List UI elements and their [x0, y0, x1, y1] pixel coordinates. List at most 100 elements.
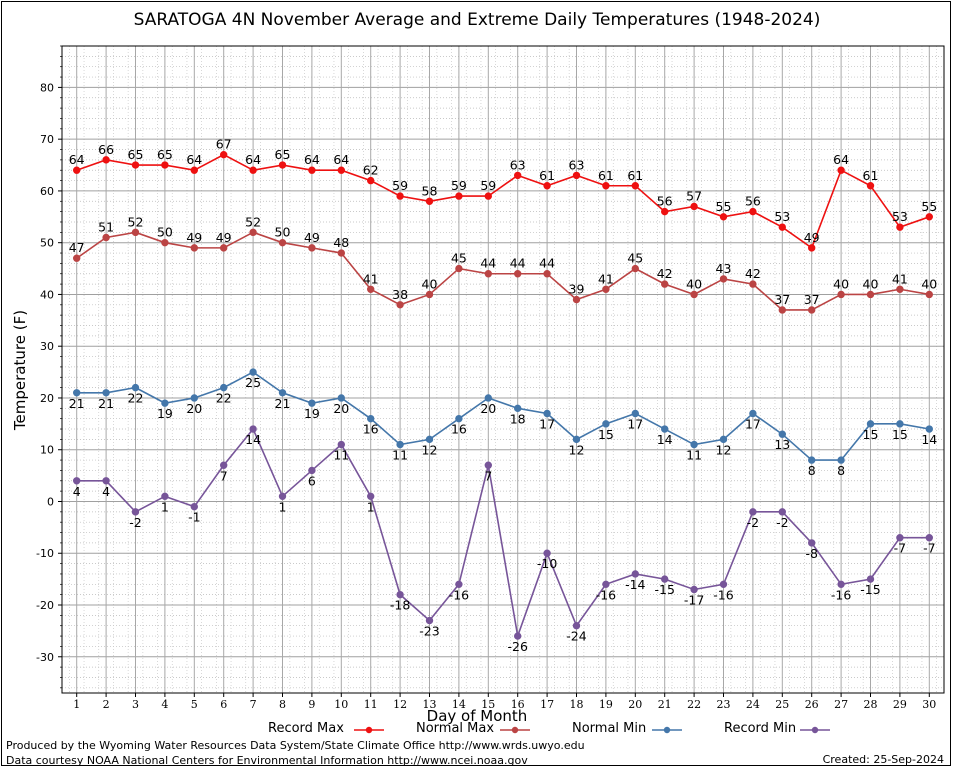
x-tick-label: 5 [191, 698, 198, 711]
data-label: -23 [419, 624, 439, 639]
data-point [190, 166, 199, 174]
data-point [778, 430, 786, 438]
x-tick-label: 23 [717, 698, 731, 711]
data-point [690, 290, 698, 299]
data-label: 55 [716, 199, 732, 214]
data-point [455, 580, 463, 589]
data-label: 65 [157, 147, 173, 162]
data-label: 22 [216, 391, 232, 406]
data-label: 16 [363, 422, 379, 437]
x-tick-label: 29 [893, 698, 907, 711]
data-label: 64 [245, 152, 261, 167]
data-label: 37 [804, 292, 820, 307]
data-label: 40 [686, 276, 702, 291]
data-label: 55 [921, 199, 937, 214]
data-point [808, 456, 816, 464]
footer-courtesy: Data courtesy NOAA National Centers for … [6, 754, 528, 767]
plot-border [61, 45, 945, 694]
data-label: 50 [157, 225, 173, 240]
data-point [661, 280, 669, 288]
data-point [661, 425, 669, 433]
x-tick-label: 18 [570, 698, 584, 711]
data-point [220, 150, 228, 159]
data-point [866, 420, 875, 428]
data-point [778, 223, 786, 231]
data-label: 4 [73, 484, 81, 499]
data-label: 11 [392, 448, 408, 463]
data-point [396, 301, 404, 309]
data-label: 40 [921, 276, 937, 291]
data-point [896, 285, 904, 293]
data-label: 64 [69, 152, 85, 167]
data-label: 41 [598, 271, 614, 286]
data-label: 14 [657, 432, 673, 447]
data-label: 67 [216, 137, 232, 152]
data-label: 59 [451, 178, 467, 193]
data-point [514, 404, 522, 413]
data-label: 56 [657, 194, 673, 209]
data-label: 21 [98, 396, 114, 411]
legend-item: Record Max [268, 721, 418, 741]
data-point [484, 461, 492, 469]
x-tick-label: 4 [161, 698, 168, 711]
data-point [425, 197, 434, 205]
data-point [690, 440, 698, 449]
footer-created: Created: 25-Sep-2024 [822, 753, 944, 766]
chart-legend: Record Max Normal Max Normal Min Record Min [0, 721, 954, 741]
data-point [514, 171, 522, 180]
y-tick-label: 20 [40, 392, 54, 405]
data-point [572, 435, 581, 444]
data-point [778, 306, 786, 314]
legend-swatch [652, 726, 682, 734]
data-label: 40 [863, 276, 879, 291]
y-tick-label: -10 [36, 547, 54, 560]
data-point [220, 461, 228, 469]
x-tick-label: 2 [103, 698, 110, 711]
data-label: 20 [480, 401, 496, 416]
data-label: 4 [102, 484, 110, 499]
data-label: 45 [627, 251, 643, 266]
data-point [425, 435, 434, 444]
x-tick-label: 17 [540, 698, 554, 711]
data-label: 25 [245, 375, 261, 390]
data-label: 56 [745, 194, 761, 209]
y-tick-label: 70 [40, 133, 54, 146]
y-tick-label: 10 [40, 444, 54, 457]
data-label: 61 [539, 168, 555, 183]
legend-item: Normal Max [416, 721, 566, 741]
data-label: 41 [363, 271, 379, 286]
data-point [749, 508, 757, 516]
data-label: 7 [484, 468, 492, 483]
data-label: -18 [390, 598, 410, 613]
data-point [572, 171, 581, 180]
data-label: 51 [98, 220, 114, 235]
data-point [131, 161, 140, 169]
data-label: 64 [833, 152, 849, 167]
data-label: 52 [245, 214, 261, 229]
data-label: 44 [510, 256, 526, 271]
data-label: 42 [745, 266, 761, 281]
data-label: 12 [716, 442, 732, 457]
data-label: 11 [333, 448, 349, 463]
data-label: 63 [569, 157, 585, 172]
data-point [278, 492, 287, 501]
data-point [925, 290, 933, 299]
data-label: 21 [69, 396, 85, 411]
data-label: -7 [894, 541, 906, 556]
data-label: 19 [304, 406, 320, 421]
data-point [102, 233, 110, 242]
data-point [896, 534, 904, 542]
data-point [220, 244, 228, 252]
x-tick-label: 9 [308, 698, 315, 711]
data-label: -15 [860, 582, 880, 597]
data-label: -16 [713, 587, 733, 602]
data-label: 61 [598, 168, 614, 183]
data-label: 64 [333, 152, 349, 167]
data-label: 50 [275, 225, 291, 240]
footer-credits: Produced by the Wyoming Water Resources … [6, 738, 585, 768]
data-label: -1 [188, 510, 200, 525]
data-point [661, 207, 669, 216]
x-tick-label: 15 [481, 698, 495, 711]
data-point [690, 202, 698, 211]
legend-swatch [500, 726, 530, 734]
